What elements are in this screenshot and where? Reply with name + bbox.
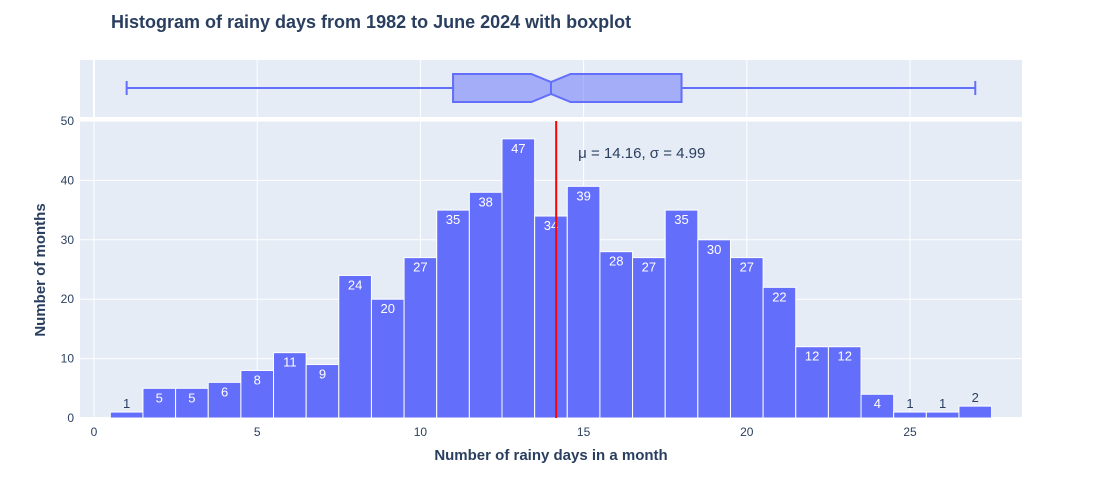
histogram-bar — [534, 215, 568, 419]
histogram-bar — [664, 209, 699, 419]
bar-value-label: 27 — [642, 260, 656, 275]
bar-value-label: 11 — [283, 355, 297, 370]
bar-value-label: 6 — [221, 384, 228, 399]
bar-value-label: 1 — [906, 396, 913, 411]
histogram-bar — [338, 274, 372, 419]
x-tick-label: 0 — [91, 425, 98, 439]
bar-value-label: 34 — [544, 218, 558, 233]
bar-value-label: 5 — [188, 390, 195, 405]
bar-value-label: 4 — [874, 396, 881, 411]
histogram-bar — [370, 298, 405, 419]
histogram-bar — [468, 191, 503, 419]
histogram-bar — [729, 257, 764, 419]
axes-layer: Number of rainy days in a month Number o… — [32, 114, 917, 464]
x-tick-label: 5 — [254, 425, 261, 439]
bar-value-label: 35 — [446, 212, 460, 227]
histogram-bar — [305, 364, 340, 419]
bar-value-label: 20 — [381, 301, 395, 316]
bar-value-label: 39 — [576, 188, 590, 203]
mean-annotation: μ = 14.16, σ = 4.99 — [578, 145, 705, 162]
histogram-bar — [566, 185, 601, 419]
histogram-bar — [860, 393, 895, 419]
bar-value-label: 1 — [123, 396, 130, 411]
bar-value-label: 22 — [772, 289, 786, 304]
y-axis-title: Number of months — [32, 203, 49, 336]
bar-value-label: 47 — [511, 141, 525, 156]
bar-value-label: 9 — [319, 367, 326, 382]
histogram-bar — [175, 387, 209, 419]
histogram-bar — [501, 138, 536, 419]
bar-value-label: 5 — [156, 390, 163, 405]
bar-value-label: 8 — [254, 372, 261, 387]
bar-value-label: 35 — [674, 212, 688, 227]
histogram-bar — [599, 251, 634, 419]
box-body — [452, 73, 683, 103]
boxplot-panel — [80, 60, 1022, 117]
histogram-bar — [893, 411, 927, 419]
bar-value-label: 24 — [348, 277, 362, 292]
x-tick-label: 20 — [740, 425, 754, 439]
y-tick-label: 10 — [61, 352, 75, 366]
bar-value-label: 27 — [740, 260, 754, 275]
y-tick-label: 20 — [61, 292, 75, 306]
bar-value-label: 27 — [413, 260, 427, 275]
bar-value-label: 12 — [837, 349, 851, 364]
histogram-bar — [795, 346, 829, 419]
histogram-bar — [273, 352, 307, 419]
bar-value-label: 1 — [939, 396, 946, 411]
histogram-bar — [632, 257, 666, 419]
bar-value-label: 38 — [478, 194, 492, 209]
bar-value-label: 28 — [609, 254, 623, 269]
bar-value-label: 2 — [972, 390, 979, 405]
x-axis-title: Number of rainy days in a month — [434, 447, 667, 464]
x-tick-label: 10 — [414, 425, 428, 439]
histogram-bar — [240, 369, 275, 419]
histogram-bar — [109, 411, 144, 419]
y-tick-label: 50 — [61, 114, 75, 128]
y-tick-label: 40 — [61, 173, 75, 187]
bar-value-label: 12 — [805, 349, 819, 364]
x-tick-label: 25 — [903, 425, 917, 439]
x-tick-label: 15 — [577, 425, 591, 439]
y-tick-label: 0 — [67, 411, 74, 425]
histogram-bar — [925, 411, 960, 419]
histogram-bar — [142, 387, 177, 419]
histogram-bar — [762, 286, 797, 419]
bar-value-label: 30 — [707, 242, 721, 257]
histogram-bar — [958, 405, 993, 419]
chart-title: Histogram of rainy days from 1982 to Jun… — [111, 12, 632, 32]
histogram-bar — [403, 257, 438, 419]
histogram-bar — [827, 346, 862, 419]
histogram-bar — [697, 239, 731, 419]
histogram-bar — [436, 209, 470, 419]
y-tick-label: 30 — [61, 233, 75, 247]
